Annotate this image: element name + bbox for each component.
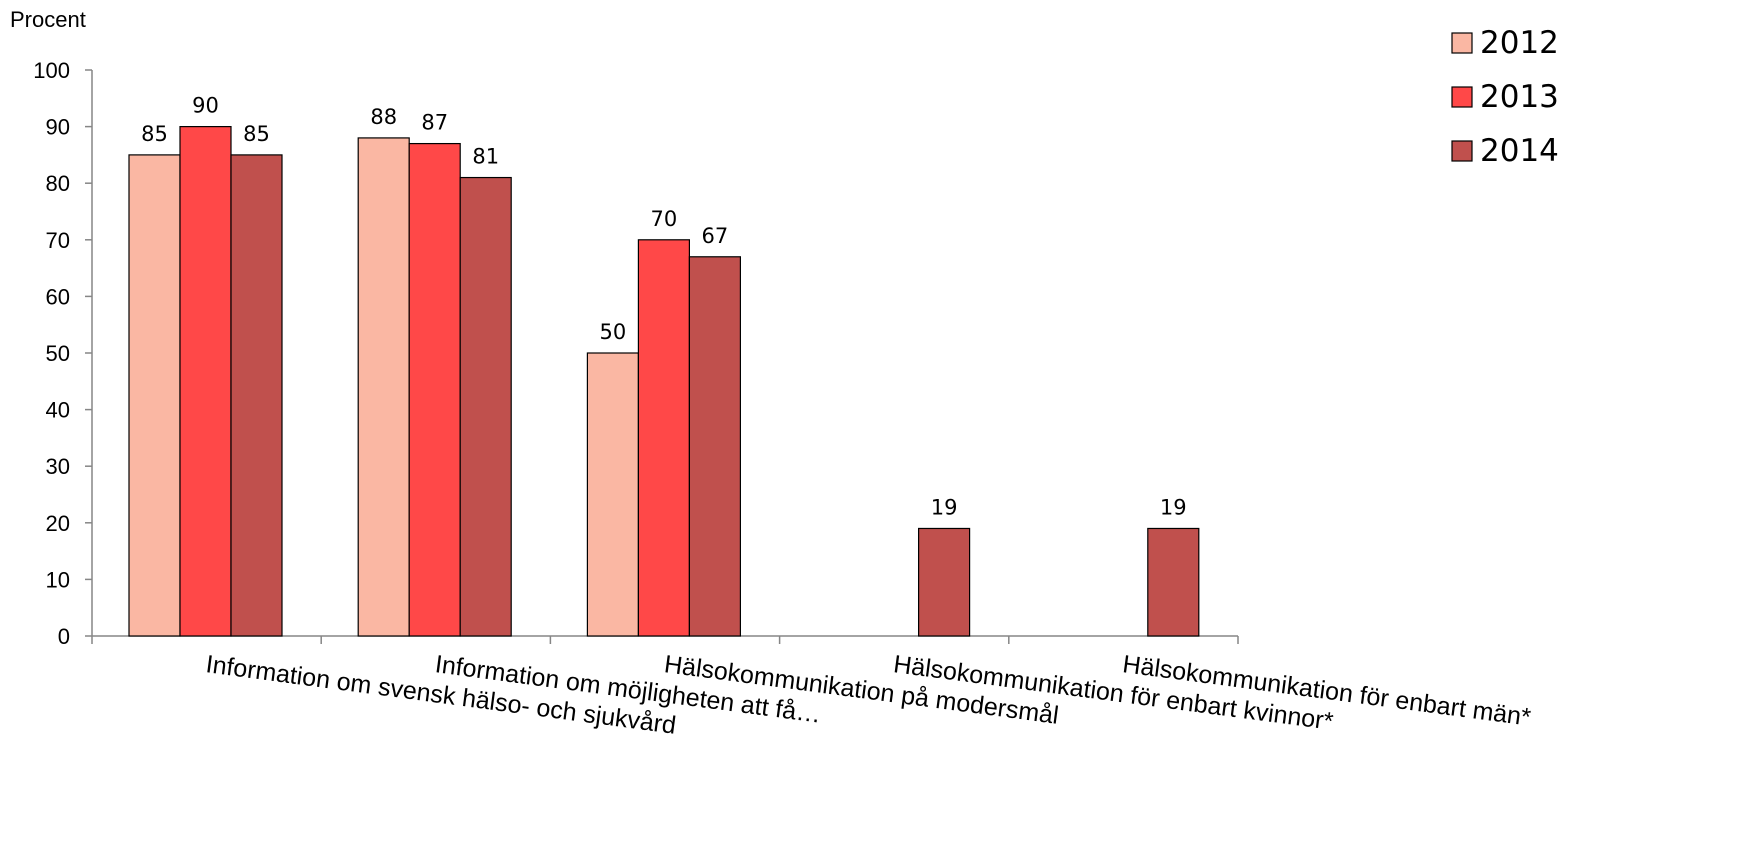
data-label: 67 — [702, 224, 729, 248]
bar-2013-1 — [179, 125, 232, 637]
legend-label: 2014 — [1480, 133, 1559, 169]
bars — [128, 125, 1200, 637]
y-tick-label: 100 — [33, 58, 70, 83]
data-label: 90 — [192, 94, 219, 118]
data-labels: 85 88 50 90 87 70 85 81 67 19 19 — [141, 94, 1187, 520]
y-axis: 0 10 20 30 40 50 60 70 80 90 100 — [33, 58, 93, 649]
bar-2014-1 — [230, 154, 283, 637]
category-labels: Information om svensk hälso- och sjukvår… — [204, 650, 1533, 740]
legend-label: 2012 — [1480, 25, 1559, 61]
bar-2014-3 — [688, 256, 742, 637]
legend-swatch-2012 — [1451, 32, 1473, 54]
legend-swatch-2013 — [1451, 86, 1473, 108]
y-tick-label: 70 — [46, 228, 70, 253]
y-axis-label: Procent — [10, 7, 86, 32]
y-tick-label: 20 — [46, 511, 70, 536]
bar-2012-1 — [128, 154, 181, 637]
data-label: 81 — [472, 145, 499, 169]
y-tick-label: 50 — [46, 341, 70, 366]
data-label: 70 — [651, 207, 678, 231]
bar-2013-3 — [637, 239, 691, 637]
y-tick-label: 90 — [46, 115, 70, 140]
bar-2014-2 — [459, 176, 512, 637]
bar-2014-5 — [1147, 527, 1200, 637]
legend-label: 2013 — [1480, 79, 1559, 115]
data-label: 50 — [600, 320, 627, 344]
y-tick-label: 0 — [58, 624, 70, 649]
y-tick-label: 30 — [46, 454, 70, 479]
data-label: 85 — [243, 122, 270, 146]
bar-2012-2 — [357, 137, 410, 637]
bar-2013-2 — [408, 142, 461, 637]
legend: 2012 2013 2014 — [1451, 25, 1559, 169]
legend-swatch-2014 — [1451, 140, 1473, 162]
bar-2014-4 — [917, 527, 971, 637]
data-label: 88 — [370, 105, 397, 129]
y-tick-label: 60 — [46, 284, 70, 309]
y-tick-label: 10 — [46, 567, 70, 592]
data-label: 19 — [1160, 495, 1187, 519]
x-axis — [91, 635, 1239, 644]
y-tick-label: 40 — [46, 398, 70, 423]
bar-2012-3 — [586, 352, 640, 637]
data-label: 19 — [931, 495, 958, 519]
data-label: 87 — [421, 111, 448, 135]
data-label: 85 — [141, 122, 168, 146]
y-tick-label: 80 — [46, 171, 70, 196]
